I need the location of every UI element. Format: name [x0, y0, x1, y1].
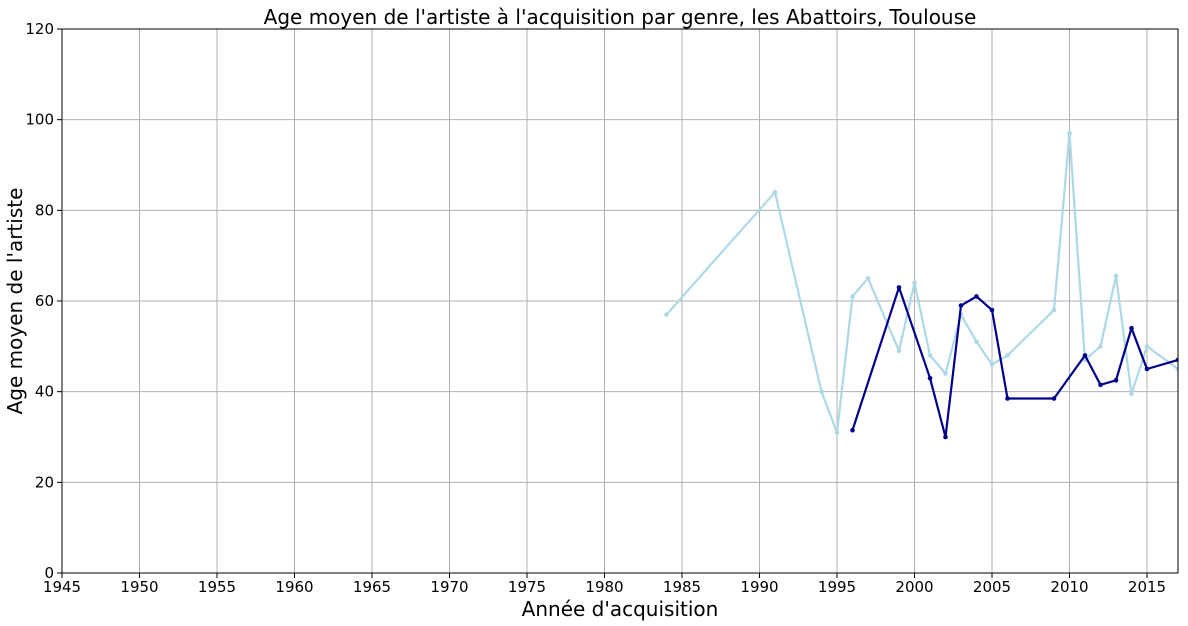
data-point — [1005, 396, 1010, 401]
x-tick-label: 2015 — [1128, 578, 1166, 596]
data-point — [896, 285, 902, 290]
data-point — [819, 389, 824, 394]
x-tick-label: 1970 — [430, 578, 468, 596]
y-axis-ticks: 0 20 40 60 80 100 120 — [25, 20, 62, 582]
x-tick-label: 2010 — [1050, 578, 1088, 596]
x-tick-label: 1980 — [585, 578, 623, 596]
data-point — [927, 375, 933, 381]
data-point — [1144, 366, 1150, 372]
data-point — [989, 307, 995, 313]
x-tick-label: 2000 — [895, 578, 933, 596]
y-tick-label: 20 — [35, 473, 54, 491]
series-line — [851, 286, 1178, 439]
data-point — [943, 434, 948, 440]
x-tick-label: 1975 — [508, 578, 546, 596]
x-tick-label: 1990 — [740, 578, 778, 596]
data-point — [1144, 344, 1150, 349]
data-point — [772, 189, 778, 195]
data-point — [1051, 307, 1057, 313]
data-point — [1129, 391, 1134, 397]
x-tick-label: 1995 — [818, 578, 856, 596]
x-tick-label: 1950 — [120, 578, 158, 596]
series-1 — [850, 285, 1178, 440]
x-tick-label: 1960 — [275, 578, 313, 596]
data-point — [1082, 353, 1088, 358]
y-axis-label: Age moyen de l'artiste — [3, 188, 27, 415]
y-tick-label: 100 — [25, 111, 54, 129]
data-point — [834, 430, 840, 435]
data-point — [974, 339, 979, 345]
data-point — [943, 371, 948, 376]
data-point — [850, 294, 855, 299]
y-tick-label: 60 — [35, 292, 54, 310]
y-tick-label: 40 — [35, 383, 54, 401]
y-tick-label: 120 — [25, 20, 54, 38]
chart-title: Age moyen de l'artiste à l'acquisition p… — [264, 5, 977, 29]
x-tick-label: 1945 — [43, 578, 81, 596]
grid — [61, 28, 1178, 574]
data-point — [927, 353, 933, 358]
data-point — [1129, 325, 1134, 331]
data-point — [1098, 344, 1103, 349]
series-group — [664, 130, 1178, 440]
data-point — [1175, 366, 1178, 372]
data-point — [1113, 378, 1119, 383]
data-point — [865, 276, 871, 281]
data-point — [1005, 353, 1010, 358]
x-tick-label: 1985 — [663, 578, 701, 596]
data-point — [664, 312, 669, 317]
data-point — [958, 303, 964, 308]
data-point — [1098, 382, 1103, 388]
x-tick-label: 1955 — [198, 578, 236, 596]
data-point — [974, 294, 979, 299]
data-point — [1175, 357, 1178, 363]
data-point — [850, 427, 855, 433]
x-axis-ticks: 1945 1950 1955 1960 1965 1970 1975 1980 1985 1990… — [43, 573, 1166, 596]
data-point — [1067, 130, 1072, 136]
data-point — [989, 362, 995, 367]
data-point — [912, 280, 917, 286]
x-tick-label: 1965 — [353, 578, 391, 596]
x-axis-label: Année d'acquisition — [522, 597, 719, 621]
data-point — [1113, 273, 1119, 279]
series-line — [665, 132, 1178, 434]
data-point — [1051, 396, 1057, 401]
x-tick-label: 2005 — [973, 578, 1011, 596]
data-point — [896, 348, 902, 354]
series-0 — [664, 130, 1178, 435]
y-tick-label: 80 — [35, 201, 54, 219]
y-tick-label: 0 — [44, 564, 54, 582]
